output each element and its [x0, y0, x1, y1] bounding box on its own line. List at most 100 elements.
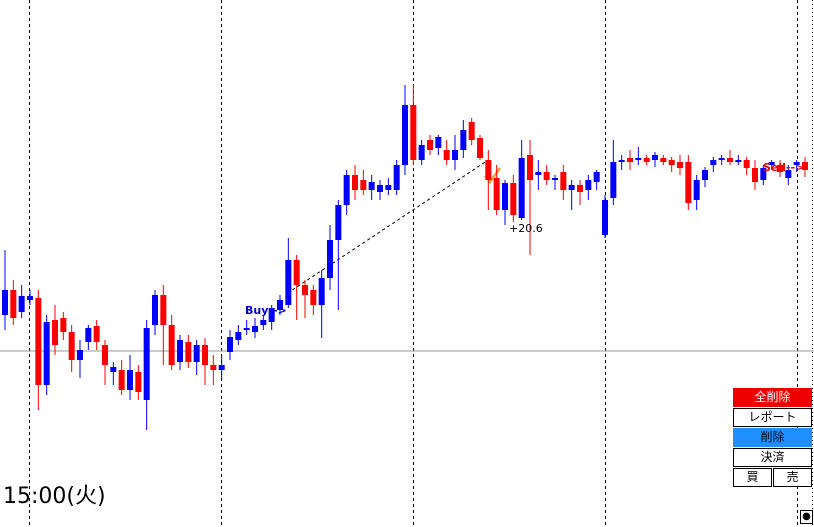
candle-body: [452, 150, 458, 160]
candle-body: [93, 326, 100, 342]
candle-body: [293, 260, 300, 285]
candle-body: [235, 332, 242, 340]
candle-body: [710, 160, 717, 165]
candle-body: [693, 180, 700, 200]
candle-body: [102, 345, 108, 365]
candle-body: [252, 326, 258, 332]
candle-body: [377, 185, 383, 192]
candle-body: [493, 178, 500, 210]
candle-body: [527, 155, 533, 180]
delete-all-button[interactable]: 全削除: [733, 388, 812, 407]
candle-body: [327, 240, 333, 278]
candle-body: [460, 130, 467, 150]
candle-body: [310, 290, 317, 305]
candle-body: [85, 328, 92, 342]
candle-body: [260, 320, 267, 325]
candle-body: [43, 322, 50, 385]
candle-body: [685, 162, 692, 203]
candle-body: [60, 318, 67, 332]
sell-annotation: Sell-->: [763, 161, 804, 174]
candle-body: [168, 325, 175, 365]
candle-body: [652, 155, 658, 160]
candle-body: [143, 328, 150, 400]
candle-body: [468, 122, 475, 140]
candle-body: [177, 340, 183, 362]
candle-body: [77, 350, 83, 360]
candle-body: [135, 372, 142, 392]
candle-body: [560, 172, 567, 190]
buy-annotation: Buy-->: [245, 304, 287, 317]
sell-button[interactable]: 売: [773, 468, 812, 487]
candle-body: [185, 342, 192, 362]
candle-body: [27, 296, 33, 300]
candle-body: [352, 175, 358, 190]
candle-body: [543, 172, 550, 180]
report-button[interactable]: レポート: [733, 408, 812, 427]
candle-body: [227, 337, 233, 352]
candle-body: [160, 295, 167, 325]
candle-body: [118, 370, 125, 390]
candle-body: [760, 168, 767, 180]
candle-body: [585, 180, 592, 190]
candle-body: [268, 308, 275, 322]
buy-button[interactable]: 買: [733, 468, 772, 487]
candle-body: [210, 365, 217, 370]
candle-body: [18, 296, 25, 312]
candle-body: [743, 160, 750, 168]
candle-body: [643, 158, 650, 162]
candle-body: [202, 345, 208, 365]
time-label: 15:00(火): [3, 484, 106, 509]
candle-body: [368, 182, 375, 190]
candle-body: [435, 137, 442, 148]
candle-body: [668, 160, 675, 165]
candle-body: [568, 185, 575, 190]
candle-body: [477, 138, 483, 158]
candle-body: [10, 290, 17, 318]
candle-body: [127, 370, 133, 390]
candle-body: [593, 172, 600, 182]
candle-body: [602, 200, 608, 235]
candle-body: [552, 178, 558, 180]
candle-body: [193, 345, 200, 362]
corner-button[interactable]: ●: [800, 510, 813, 524]
candle-body: [702, 170, 708, 180]
candle-body: [418, 145, 425, 160]
candle-body: [385, 185, 392, 190]
candle-body: [727, 158, 733, 162]
candle-body: [360, 180, 367, 190]
candle-body: [285, 260, 292, 305]
profit-annotation: +20.6: [509, 222, 543, 235]
candle-body: [627, 158, 633, 162]
candle-body: [735, 160, 742, 162]
candle-body: [243, 328, 250, 330]
candle-body: [35, 298, 42, 385]
candle-body: [2, 290, 8, 315]
candle-body: [402, 105, 408, 165]
candle-body: [777, 165, 783, 172]
candle-body: [393, 165, 400, 190]
candle-body: [302, 285, 308, 295]
candle-body: [343, 175, 350, 205]
candle-body: [752, 168, 758, 182]
candle-body: [635, 158, 642, 160]
candle-body: [152, 295, 158, 325]
candle-body: [785, 170, 792, 178]
delete-button[interactable]: 削除: [733, 428, 812, 447]
candle-body: [660, 158, 667, 162]
candle-body: [510, 183, 517, 215]
candle-body: [618, 160, 625, 162]
settle-button[interactable]: 決済: [733, 448, 812, 467]
candle-body: [318, 278, 325, 305]
candle-body: [793, 162, 800, 165]
candle-body: [677, 162, 683, 168]
candle-body: [427, 140, 433, 150]
candle-body: [502, 183, 508, 210]
candle-body: [485, 160, 492, 180]
candle-body: [277, 300, 283, 310]
candle-body: [218, 365, 225, 370]
candle-body: [335, 205, 342, 240]
candle-body: [518, 158, 525, 218]
candle-body: [768, 162, 775, 165]
